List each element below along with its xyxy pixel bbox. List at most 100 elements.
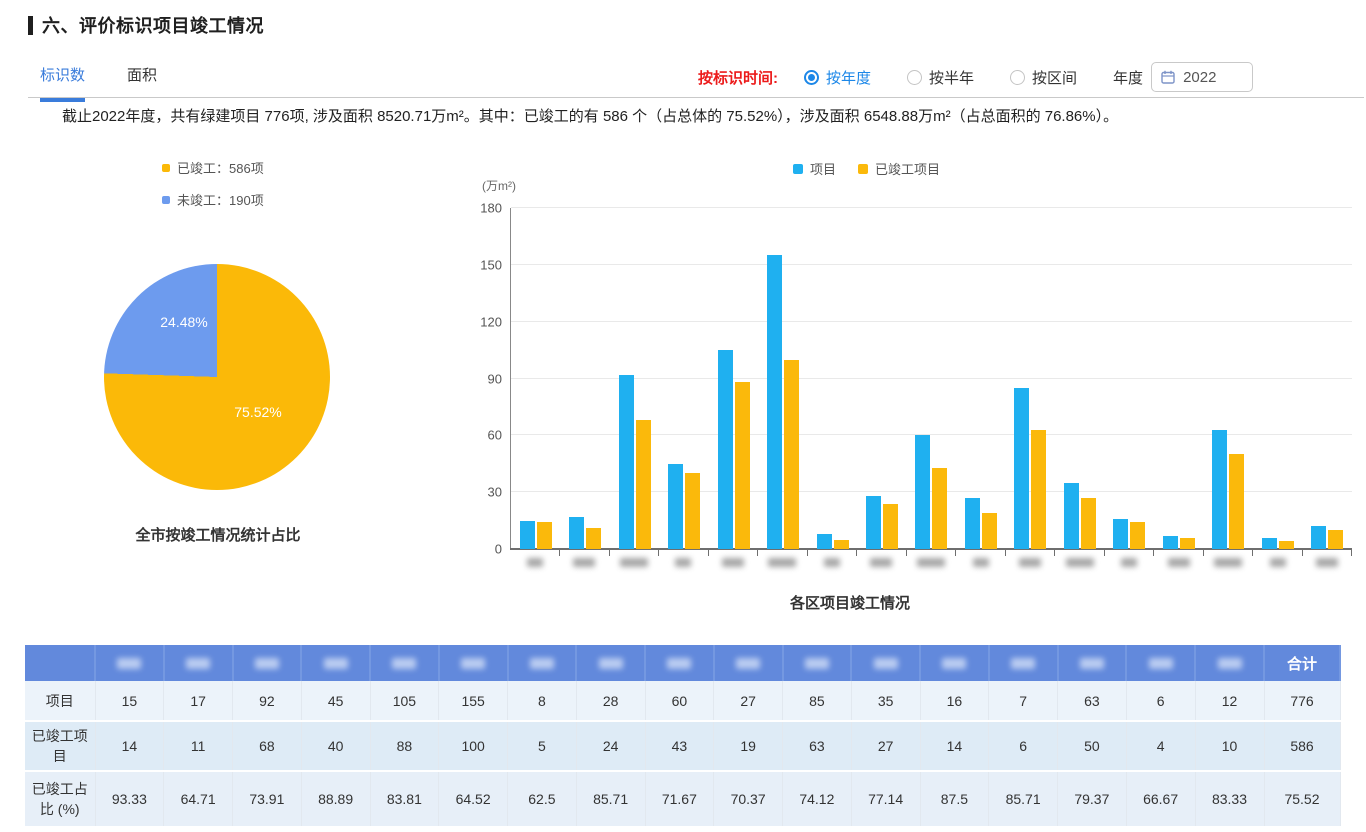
- bar-项目: [1311, 526, 1327, 549]
- table-cell-total: 586: [1264, 721, 1341, 772]
- pie-chart: 24.48% 75.52%: [104, 264, 330, 490]
- y-axis-tick-label: 150: [480, 257, 502, 273]
- bar-已竣工项目: [1130, 522, 1146, 549]
- table-cell: 88: [370, 721, 440, 772]
- table-row-label: 已竣工项目: [25, 721, 96, 772]
- bar-项目: [1261, 537, 1277, 549]
- table-cell: 16: [920, 681, 990, 722]
- bar-group: [1253, 208, 1303, 556]
- table-header-cell-blurred: [95, 645, 165, 681]
- table-cell: 63: [1057, 681, 1127, 722]
- bar-项目: [767, 255, 783, 549]
- x-axis-label-blurred: [510, 558, 560, 567]
- pie-chart-title: 全市按竣工情况统计占比: [135, 527, 301, 544]
- blurred-text: [1269, 558, 1286, 567]
- bar-group: [1204, 208, 1254, 556]
- table-row: 项目 15 17 92 45 105 155 8 28 60 27 85 35 16 7 63 6 12 776: [25, 681, 1341, 722]
- blurred-text: [461, 657, 486, 669]
- legend-swatch: [162, 163, 170, 172]
- bar-已竣工项目: [1031, 429, 1047, 549]
- x-axis-tick: [608, 550, 610, 556]
- table-row-label: 已竣工占比 (%): [25, 771, 96, 828]
- x-axis-label-blurred: [807, 558, 857, 567]
- table-corner-cell: [25, 645, 96, 681]
- radio-unselected-icon: [1010, 69, 1026, 85]
- table-cell: 105: [370, 681, 440, 722]
- x-axis-tick: [955, 550, 957, 556]
- bar-group: [1055, 208, 1105, 556]
- bar-group: [808, 208, 858, 556]
- radio-by-range[interactable]: 按区间: [1010, 67, 1077, 88]
- blurred-text: [667, 657, 692, 669]
- blurred-text: [768, 558, 797, 567]
- pie-legend-item[interactable]: 未竣工：190项: [162, 190, 264, 209]
- blurred-text: [972, 558, 989, 567]
- bar-groups: [511, 208, 1352, 556]
- blurred-text: [675, 558, 692, 567]
- x-axis-tick: [806, 550, 808, 556]
- table-header-total: 合计: [1263, 645, 1341, 681]
- blurred-text: [721, 558, 744, 567]
- bar-已竣工项目: [734, 382, 750, 549]
- gridline: [511, 207, 1352, 208]
- table-cell: 77.14: [851, 771, 921, 828]
- year-field-label: 年度: [1113, 69, 1144, 87]
- table-cell: 4: [1126, 721, 1196, 772]
- blurred-text: [323, 657, 348, 669]
- bar-已竣工项目: [1229, 454, 1245, 549]
- bar-legend-item[interactable]: 项目: [793, 159, 836, 178]
- table-cell: 15: [95, 681, 165, 722]
- radio-by-half-year[interactable]: 按半年: [907, 67, 974, 88]
- x-axis-tick: [905, 550, 907, 556]
- blurred-text: [1167, 558, 1190, 567]
- x-axis-label-blurred: [1005, 558, 1055, 567]
- radio-unselected-icon: [907, 69, 923, 85]
- table-row: 已竣工项目 14 11 68 40 88 100 5 24 43 19 63 27 14 6 50 4 10 586: [25, 721, 1341, 772]
- blurred-text: [1217, 657, 1242, 669]
- table-cell: 43: [645, 721, 715, 772]
- year-picker-input[interactable]: 2022: [1151, 62, 1254, 92]
- blurred-text: [736, 657, 761, 669]
- pie-legend-item[interactable]: 已竣工：586项: [162, 158, 264, 177]
- legend-swatch: [858, 163, 869, 174]
- x-axis-tick: [1103, 550, 1105, 556]
- y-axis-tick-label: 120: [480, 314, 502, 330]
- blurred-text: [804, 657, 829, 669]
- tab-area[interactable]: 面积: [127, 67, 158, 84]
- bar-项目: [866, 495, 882, 549]
- blurred-text: [619, 558, 648, 567]
- bar-项目: [816, 533, 832, 549]
- table-row-label: 项目: [25, 681, 96, 722]
- pie-slice-label-blue: 24.48%: [160, 314, 208, 330]
- table-header-cell-blurred: [370, 645, 440, 681]
- table-cell: 10: [1195, 721, 1265, 772]
- table-cell: 19: [713, 721, 783, 772]
- bar-legend-item[interactable]: 已竣工项目: [858, 159, 940, 178]
- tab-label-count[interactable]: 标识数: [40, 64, 86, 102]
- x-axis-tick: [707, 550, 709, 556]
- table-cell: 7: [988, 681, 1058, 722]
- y-axis-tick-label: 180: [480, 200, 502, 216]
- table-cell: 74.12: [782, 771, 852, 828]
- table-header-cell-blurred: [163, 645, 234, 681]
- x-axis-label-blurred: [956, 558, 1006, 567]
- table-cell: 14: [920, 721, 990, 772]
- blurred-text: [526, 558, 543, 567]
- table-cell: 40: [301, 721, 371, 772]
- table-cell: 17: [163, 681, 233, 722]
- radio-by-year-label: 按年度: [826, 69, 872, 87]
- blurred-text: [1011, 657, 1036, 669]
- table-cell: 35: [851, 681, 921, 722]
- table-cell: 24: [576, 721, 646, 772]
- radio-by-year[interactable]: 按年度: [804, 67, 871, 88]
- x-axis-label-blurred: [659, 558, 709, 567]
- bar-group: [1105, 208, 1155, 556]
- x-axis-label-blurred: [1203, 558, 1253, 567]
- blurred-text: [917, 558, 946, 567]
- y-axis-tick-label: 30: [487, 484, 502, 500]
- table-cell: 6: [1126, 681, 1196, 722]
- table-cell: 85.71: [576, 771, 646, 828]
- table-cell: 88.89: [301, 771, 371, 828]
- y-axis-tick-label: 60: [487, 427, 502, 443]
